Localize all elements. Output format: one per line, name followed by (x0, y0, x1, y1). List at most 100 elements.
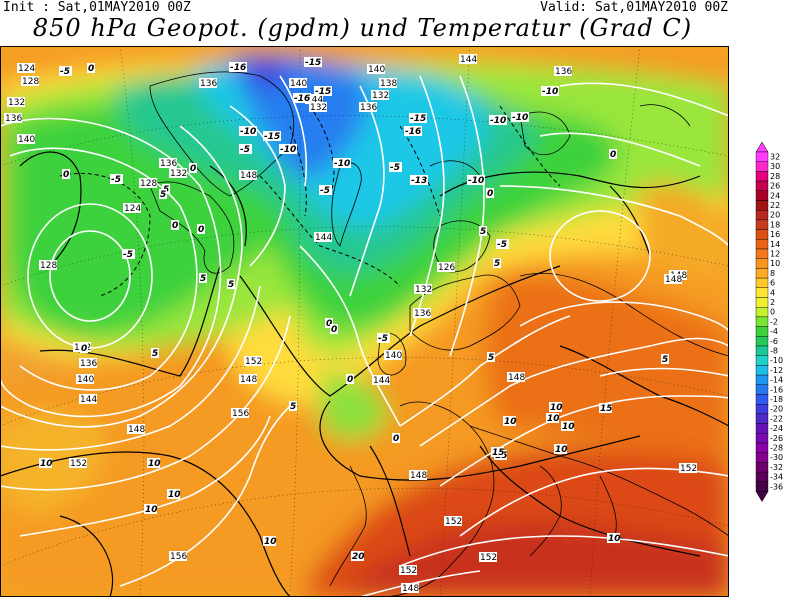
legend-value: -2 (770, 317, 778, 326)
temperature-label: -5 (390, 163, 400, 173)
temperature-label: 10 (547, 414, 560, 424)
legend-value: 10 (770, 259, 780, 268)
legend-swatch (755, 365, 769, 376)
temperature-label: 15 (492, 448, 505, 458)
geopotential-label: 136 (5, 114, 22, 124)
geopotential-label: 136 (555, 67, 572, 77)
temperature-field (0, 46, 729, 597)
geopotential-label-bg (127, 424, 145, 434)
legend-swatch (755, 481, 769, 492)
temperature-label-bg (239, 126, 257, 136)
legend-swatch (755, 423, 769, 434)
legend-swatch (755, 200, 769, 211)
legend-value: -28 (770, 444, 783, 453)
legend-swatch (755, 442, 769, 453)
legend-value: -18 (770, 395, 783, 404)
geopotential-label: 124 (18, 64, 35, 74)
temperature-label: -10 (468, 176, 484, 186)
geopotential-label: 152 (680, 464, 697, 474)
temperature-label-bg (351, 551, 364, 561)
geopotential-label: 132 (415, 285, 432, 295)
temperature-label: 10 (168, 490, 181, 500)
geopotential-label-bg (139, 178, 157, 188)
geopotential-label-bg (79, 358, 97, 368)
temperature-label-bg (171, 220, 179, 230)
temperature-label: -15 (315, 87, 331, 97)
temperature-label-bg (314, 86, 332, 96)
temperature-label: -16 (294, 94, 310, 104)
legend-swatch (755, 219, 769, 230)
temperature-label-bg (122, 249, 135, 259)
temperature-label: 0 (88, 64, 94, 74)
legend-swatch (755, 297, 769, 308)
temperature-label: 0 (326, 319, 332, 329)
legend-swatch (755, 452, 769, 463)
legend-value: -20 (770, 405, 783, 414)
legend-value: 28 (770, 172, 780, 181)
legend-swatch (755, 277, 769, 289)
geopotential-label: 152 (245, 357, 262, 367)
temperature-label-bg (489, 115, 507, 125)
temperature-label-bg (561, 421, 574, 431)
geopotential-label: 128 (40, 261, 57, 271)
geopotential-label-bg (239, 170, 257, 180)
temperature-label-bg (151, 348, 159, 358)
temperature-label: -16 (230, 63, 246, 73)
temperature-label: 10 (40, 459, 53, 469)
graticule (0, 46, 729, 597)
geopotential-label-bg (123, 203, 141, 213)
temperature-label: -16 (405, 127, 421, 137)
legend-value: 12 (770, 250, 780, 259)
geopotential-label: 156 (170, 552, 187, 562)
temperature-label: 15 (600, 404, 613, 414)
geopotential-label-bg (79, 394, 97, 404)
temperature-label: -15 (264, 132, 280, 142)
legend-swatch (755, 209, 769, 221)
geopotential-label-bg (367, 64, 385, 74)
temperature-label-bg (479, 226, 487, 236)
temperature-label-bg (467, 175, 485, 185)
temperature-label: 5 (494, 259, 500, 269)
legend-swatch (755, 394, 769, 405)
temperature-label-bg (333, 158, 351, 168)
temperature-label-bg (511, 112, 529, 122)
geopotential-label: 128 (140, 179, 157, 189)
geopotential-label-bg (21, 76, 39, 86)
geopotential-label-bg (305, 94, 323, 104)
temperature-label: 5 (152, 349, 158, 359)
geopotential-label: 144 (373, 376, 390, 386)
temperature-label-bg (554, 444, 567, 454)
legend-swatch (755, 462, 769, 473)
legend-swatch (755, 345, 769, 356)
temperature-label: -5 (60, 67, 70, 77)
geopotential-label: 132 (170, 169, 187, 179)
legend-value: 24 (770, 191, 780, 200)
legend-value: -30 (770, 453, 783, 462)
legend-swatch (755, 326, 769, 337)
legend-value: 16 (770, 230, 780, 239)
legend-value: -22 (770, 414, 783, 423)
temperature-label-bg (199, 273, 207, 283)
legend-swatch (755, 413, 769, 424)
temperature-label: 0 (610, 150, 616, 160)
legend-top-arrow (755, 142, 769, 153)
temperature-label-bg (491, 447, 504, 457)
legend-swatch (755, 171, 769, 182)
temperature-label-bg (503, 416, 516, 426)
geopotential-label: 152 (400, 566, 417, 576)
temperature-label: 10 (550, 403, 563, 413)
legend-swatch (755, 248, 769, 259)
legend-value: 20 (770, 211, 780, 220)
temperature-label: -10 (334, 159, 350, 169)
temperature-label-bg (263, 536, 276, 546)
temperature-label: -5 (497, 240, 507, 250)
temperature-label-bg (609, 149, 617, 159)
geopotential-label-bg (379, 78, 397, 88)
geopotential-label: 138 (380, 79, 397, 89)
temperature-label-bg (487, 352, 495, 362)
geopotential-contours (0, 75, 729, 597)
legend-value: -26 (770, 434, 783, 443)
temperature-label: 0 (190, 164, 196, 174)
temperature-label-bg (147, 458, 160, 468)
geopotential-label: 148 (402, 584, 419, 594)
